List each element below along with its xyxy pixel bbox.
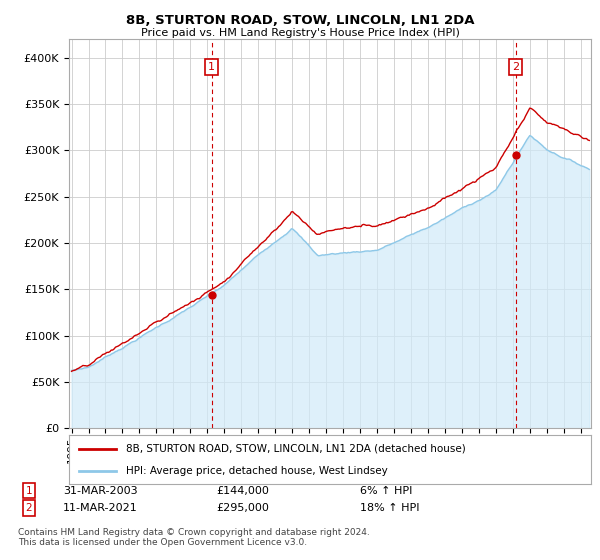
- Text: HPI: Average price, detached house, West Lindsey: HPI: Average price, detached house, West…: [127, 465, 388, 475]
- Text: 1: 1: [208, 62, 215, 72]
- Text: £295,000: £295,000: [216, 503, 269, 513]
- Text: 18% ↑ HPI: 18% ↑ HPI: [360, 503, 419, 513]
- Text: 6% ↑ HPI: 6% ↑ HPI: [360, 486, 412, 496]
- Text: Contains HM Land Registry data © Crown copyright and database right 2024.
This d: Contains HM Land Registry data © Crown c…: [18, 528, 370, 547]
- Text: 11-MAR-2021: 11-MAR-2021: [63, 503, 138, 513]
- Text: 2: 2: [512, 62, 520, 72]
- Text: Price paid vs. HM Land Registry's House Price Index (HPI): Price paid vs. HM Land Registry's House …: [140, 28, 460, 38]
- Text: 1: 1: [25, 486, 32, 496]
- Text: £144,000: £144,000: [216, 486, 269, 496]
- Text: 8B, STURTON ROAD, STOW, LINCOLN, LN1 2DA: 8B, STURTON ROAD, STOW, LINCOLN, LN1 2DA: [126, 14, 474, 27]
- Text: 2: 2: [25, 503, 32, 513]
- Text: 8B, STURTON ROAD, STOW, LINCOLN, LN1 2DA (detached house): 8B, STURTON ROAD, STOW, LINCOLN, LN1 2DA…: [127, 444, 466, 454]
- Text: 31-MAR-2003: 31-MAR-2003: [63, 486, 137, 496]
